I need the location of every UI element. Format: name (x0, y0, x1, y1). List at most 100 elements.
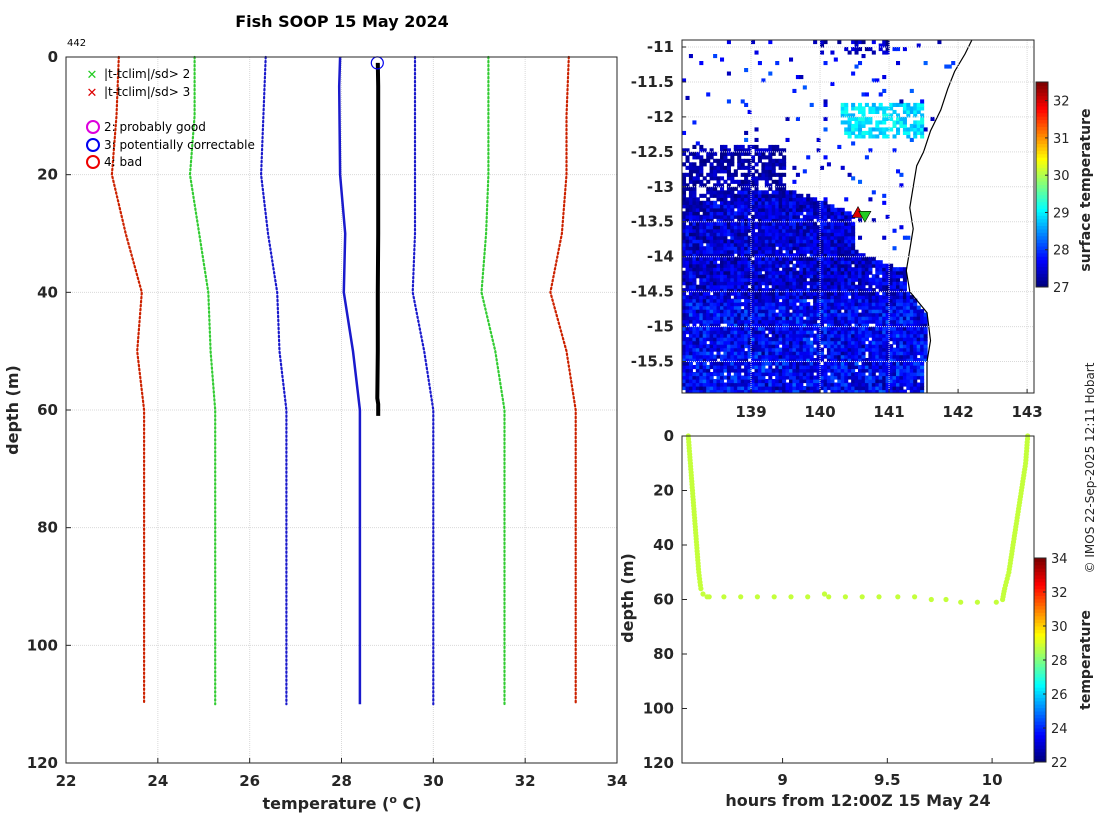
sst-pixel (799, 288, 804, 293)
sst-pixel (816, 295, 821, 300)
sst-pixel (847, 50, 852, 55)
sst-pixel (757, 382, 762, 387)
sst-pixel (723, 382, 728, 387)
sst-pixel (806, 291, 811, 296)
sst-pixel (716, 291, 721, 296)
sst-pixel (844, 386, 849, 391)
sst-pixel (823, 260, 828, 265)
sst-pixel (757, 284, 762, 289)
sst-pixel (713, 274, 718, 279)
sst-pixel (706, 365, 711, 370)
sst-pixel (899, 120, 904, 125)
sst-pixel (747, 298, 752, 303)
sst-pixel (733, 148, 738, 153)
sst-pixel (754, 225, 759, 230)
sst-pixel (730, 267, 735, 272)
sst-pixel (844, 389, 849, 393)
map-y-tick-label: -11.5 (631, 73, 674, 91)
sst-pixel (892, 312, 897, 317)
sst-pixel (682, 333, 687, 338)
sst-pixel (795, 330, 800, 335)
sst-pixel (837, 277, 842, 282)
temperature-colorbar-segment (1034, 643, 1046, 647)
sst-pixel (771, 298, 776, 303)
sst-pixel (754, 281, 759, 286)
sst-pixel (830, 291, 835, 296)
sst-colorbar-segment (1036, 198, 1048, 203)
sst-pixel (716, 319, 721, 324)
sst-pixel (709, 284, 714, 289)
sst-pixel (837, 221, 842, 226)
sst-pixel (792, 221, 797, 226)
sst-pixel (716, 214, 721, 219)
sst-pixel (830, 50, 835, 55)
sst-pixel (809, 379, 814, 384)
sst-pixel (709, 256, 714, 261)
sst-pixel (830, 221, 835, 226)
sst-pixel (892, 102, 897, 107)
sst-pixel (682, 281, 687, 286)
sst-pixel (826, 312, 831, 317)
sst-pixel (778, 211, 783, 216)
sst-pixel (861, 305, 866, 310)
sst-pixel (699, 162, 704, 167)
sst-pixel (844, 242, 849, 247)
sst-pixel (795, 347, 800, 352)
sst-pixel (840, 358, 845, 363)
sst-pixel (723, 291, 728, 296)
sst-pixel (688, 312, 693, 317)
sst-pixel (789, 228, 794, 233)
sst-pixel (861, 365, 866, 370)
sst-pixel (688, 211, 693, 216)
sst-pixel (806, 260, 811, 265)
sst-pixel (685, 288, 690, 293)
sst-pixel (754, 389, 759, 393)
sst-pixel (806, 270, 811, 275)
sst-pixel (889, 368, 894, 373)
sst-pixel (833, 260, 838, 265)
sst-pixel (840, 218, 845, 223)
sst-pixel (809, 368, 814, 373)
sst-pixel (761, 309, 766, 314)
sst-pixel (875, 337, 880, 342)
sst-pixel (744, 211, 749, 216)
sst-pixel (799, 218, 804, 223)
map-y-tick-label: -12.5 (631, 143, 674, 161)
sst-pixel (871, 337, 876, 342)
temperature-colorbar-segment (1034, 626, 1046, 630)
sst-pixel (833, 232, 838, 237)
sst-pixel (878, 106, 883, 111)
sst-pixel (730, 256, 735, 261)
sst-pixel (778, 274, 783, 279)
sst-pixel (916, 358, 921, 363)
sst-pixel (702, 319, 707, 324)
sst-pixel (837, 40, 842, 45)
sst-pixel (875, 347, 880, 352)
sst-pixel (706, 312, 711, 317)
sst-pixel (802, 347, 807, 352)
sst-pixel (747, 375, 752, 380)
sst-pixel (847, 358, 852, 363)
sst-pixel (871, 372, 876, 377)
sst-pixel (768, 323, 773, 328)
sst-pixel (806, 323, 811, 328)
sst-pixel (720, 267, 725, 272)
sst-pixel (740, 211, 745, 216)
map-y-tick-label: -13 (647, 178, 674, 196)
sst-pixel (699, 340, 704, 345)
sst-pixel (823, 253, 828, 258)
sst-pixel (913, 134, 918, 139)
sst-pixel (844, 109, 849, 114)
sst-pixel (795, 200, 800, 205)
sst-pixel (682, 330, 687, 335)
sst-pixel (688, 333, 693, 338)
sst-pixel (716, 337, 721, 342)
sst-pixel (847, 298, 852, 303)
sst-pixel (747, 291, 752, 296)
sst-pixel (751, 379, 756, 384)
sst-pixel (737, 260, 742, 265)
sst-pixel (747, 246, 752, 251)
sst-pixel (892, 379, 897, 384)
sst-pixel (878, 347, 883, 352)
sst-pixel (682, 379, 687, 384)
